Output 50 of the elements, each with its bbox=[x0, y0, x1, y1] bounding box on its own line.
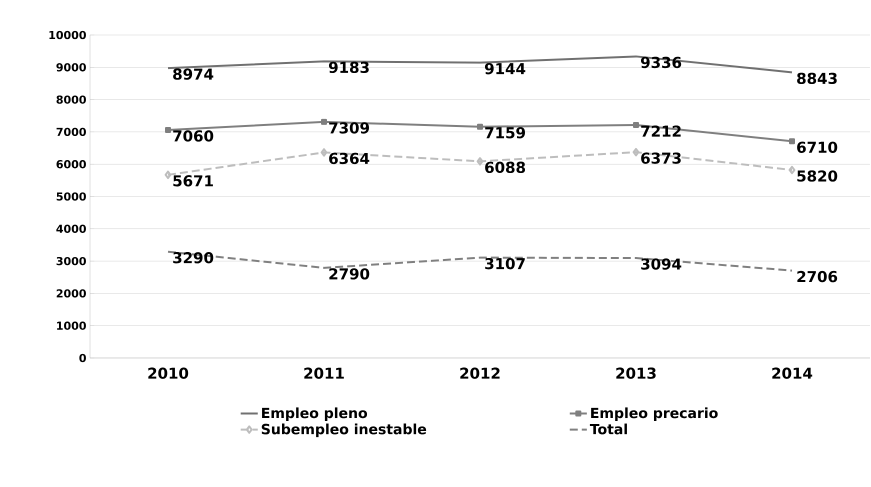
y-tick-label: 3000 bbox=[56, 256, 86, 266]
data-label: 3094 bbox=[641, 258, 682, 270]
legend-label: Total bbox=[590, 424, 627, 434]
point bbox=[632, 122, 639, 128]
data-label: 8974 bbox=[173, 68, 214, 80]
data-label: 7159 bbox=[485, 127, 525, 138]
data-label: 9144 bbox=[484, 62, 526, 74]
data-label: 5671 bbox=[173, 175, 213, 186]
legend-label: Subempleo inestable bbox=[262, 424, 426, 438]
x-tick-label: 2014 bbox=[772, 368, 812, 379]
y-tick-label: 0 bbox=[79, 354, 86, 362]
legend-label: Empleo precario bbox=[591, 407, 718, 421]
data-label: 6373 bbox=[641, 152, 681, 164]
data-label: 2790 bbox=[329, 268, 370, 280]
data-label: 6710 bbox=[797, 142, 838, 153]
y-tick-label: 2000 bbox=[56, 289, 86, 298]
data-label: 9336 bbox=[640, 56, 682, 68]
x-tick-label: 2012 bbox=[460, 368, 500, 379]
data-label: 7309 bbox=[329, 122, 369, 134]
data-label: 6364 bbox=[329, 152, 370, 164]
point bbox=[477, 124, 483, 130]
data-label: 7060 bbox=[173, 130, 214, 142]
point bbox=[320, 148, 328, 157]
point bbox=[321, 118, 328, 125]
y-tick-label: 5000 bbox=[56, 192, 86, 201]
x-tick-label: 2011 bbox=[304, 368, 344, 379]
data-label: 3107 bbox=[485, 258, 525, 270]
y-tick-label: 9000 bbox=[56, 63, 86, 72]
y-tick-label: 6000 bbox=[56, 160, 86, 168]
y-tick-label: 1000 bbox=[57, 322, 86, 330]
legend-label: Empleo pleno bbox=[262, 407, 368, 421]
point bbox=[476, 157, 484, 166]
data-label: 9183 bbox=[328, 62, 369, 74]
x-tick-label: 2013 bbox=[616, 368, 656, 379]
y-tick-label: 10000 bbox=[49, 30, 86, 40]
point bbox=[165, 126, 172, 133]
y-tick-label: 8000 bbox=[56, 95, 86, 104]
x-tick-label: 2010 bbox=[148, 368, 188, 379]
point bbox=[788, 166, 796, 174]
data-label: 5820 bbox=[797, 170, 838, 182]
data-label: 2706 bbox=[797, 270, 838, 282]
point bbox=[788, 138, 795, 144]
y-tick-label: 7000 bbox=[56, 128, 86, 136]
data-label: 3290 bbox=[173, 252, 214, 264]
y-tick-label: 4000 bbox=[56, 224, 86, 233]
point bbox=[632, 148, 640, 156]
data-label: 7212 bbox=[641, 125, 681, 137]
point bbox=[164, 170, 172, 180]
data-label: 8843 bbox=[797, 72, 837, 84]
data-label: 6088 bbox=[485, 162, 526, 174]
